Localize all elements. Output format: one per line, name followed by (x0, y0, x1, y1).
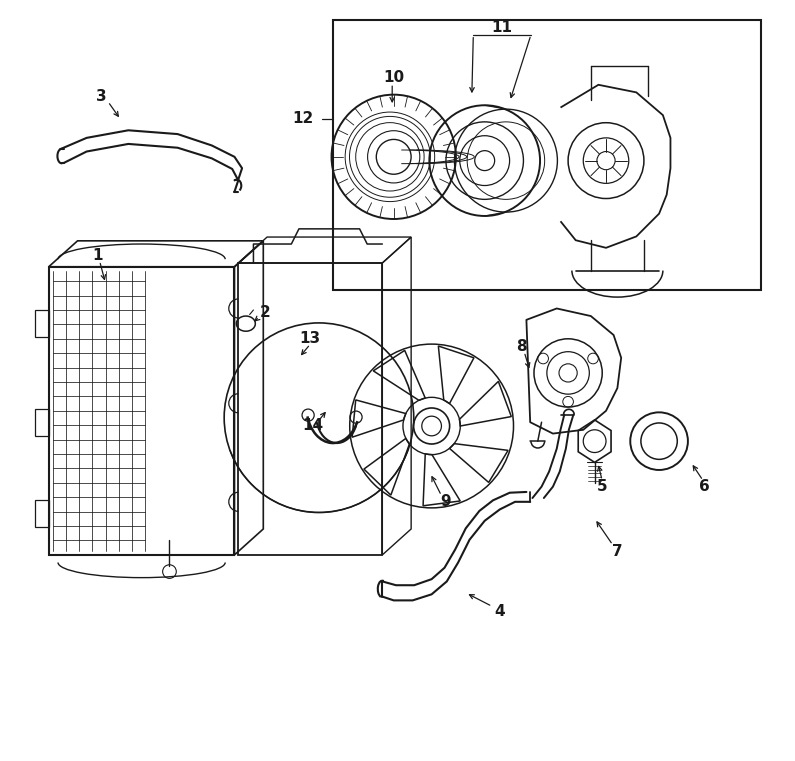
Text: 12: 12 (292, 111, 313, 126)
Text: 13: 13 (300, 331, 321, 346)
Text: 6: 6 (700, 479, 710, 494)
Text: 9: 9 (440, 495, 451, 509)
Text: 1: 1 (93, 248, 103, 263)
Text: 5: 5 (597, 479, 607, 494)
Text: 14: 14 (302, 419, 323, 434)
Text: 11: 11 (491, 21, 513, 36)
Bar (333, 21, 762, 289)
Text: 3: 3 (96, 89, 107, 103)
Text: 10: 10 (383, 70, 405, 84)
Text: 4: 4 (494, 604, 505, 619)
Text: 7: 7 (612, 543, 622, 559)
Text: 8: 8 (516, 339, 526, 354)
Text: 2: 2 (259, 304, 270, 320)
